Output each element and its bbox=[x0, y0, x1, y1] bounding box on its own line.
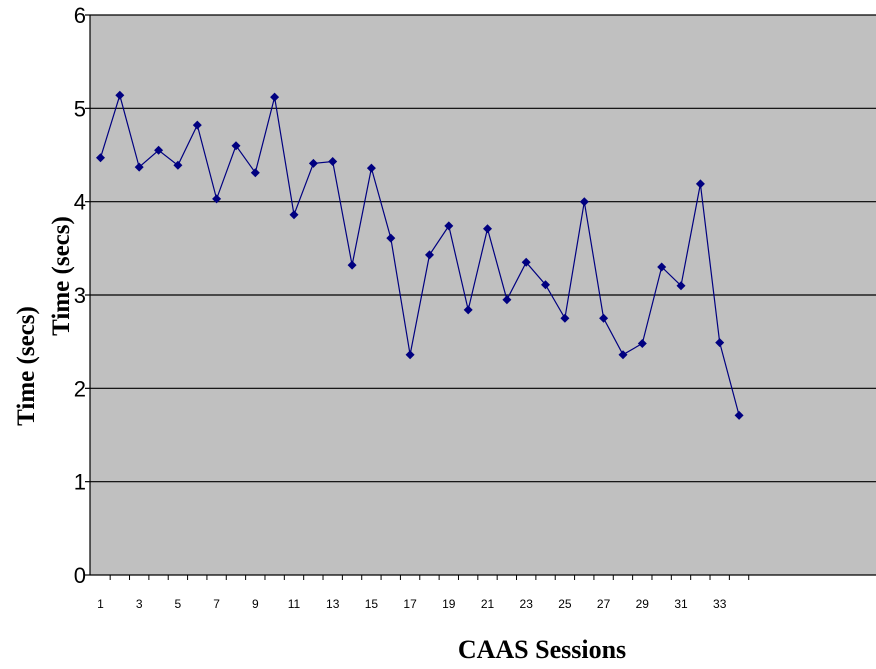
y-tick-label: 4 bbox=[74, 190, 86, 215]
x-axis-label: CAAS Sessions bbox=[458, 635, 626, 664]
grid-lines bbox=[90, 14, 876, 483]
y-tick-label: 1 bbox=[74, 470, 86, 495]
data-point bbox=[96, 153, 105, 163]
x-tick-label: 31 bbox=[674, 597, 688, 611]
y-tick-label: 5 bbox=[74, 96, 86, 121]
data-point bbox=[425, 250, 434, 260]
y-axis-label: Time (secs) bbox=[13, 306, 40, 426]
data-point bbox=[289, 210, 299, 220]
y-tick-label: 2 bbox=[74, 376, 86, 401]
data-point bbox=[154, 145, 164, 155]
x-tick-label: 15 bbox=[365, 597, 379, 611]
x-tick-label: 3 bbox=[136, 597, 143, 611]
data-point bbox=[715, 338, 725, 348]
data-point bbox=[463, 305, 473, 315]
x-tick-label: 13 bbox=[326, 597, 340, 611]
data-point bbox=[676, 281, 686, 291]
data-points bbox=[96, 90, 744, 420]
x-tick-label: 33 bbox=[713, 597, 727, 611]
x-tick-label: 25 bbox=[558, 597, 572, 611]
data-point bbox=[192, 120, 202, 130]
x-tick-label: 9 bbox=[252, 597, 259, 611]
series-line-path bbox=[99, 93, 740, 416]
data-point bbox=[599, 313, 609, 323]
y-tick-label: 6 bbox=[74, 3, 86, 28]
x-tick-label: 23 bbox=[520, 597, 534, 611]
data-point bbox=[250, 168, 260, 178]
data-point bbox=[734, 410, 744, 420]
data-point bbox=[560, 313, 570, 323]
data-point bbox=[444, 221, 454, 231]
x-tick-label: 29 bbox=[636, 597, 650, 611]
x-tick-label: 7 bbox=[213, 597, 220, 611]
y-tick-labels: 0 1 2 3 4 5 6 bbox=[74, 3, 86, 588]
x-tick-label: 5 bbox=[175, 597, 182, 611]
data-point bbox=[347, 260, 357, 270]
data-point bbox=[521, 257, 531, 267]
data-point bbox=[386, 233, 396, 243]
data-point bbox=[308, 158, 318, 168]
x-tick-label: 27 bbox=[597, 597, 611, 611]
data-point bbox=[134, 162, 144, 172]
data-point bbox=[270, 92, 280, 102]
x-tick-label: 11 bbox=[288, 597, 301, 611]
data-point bbox=[212, 194, 222, 204]
x-tick-labels: 1 3 5 7 9 11 13 15 17 19 21 23 25 27 29 31 33 bbox=[97, 597, 727, 611]
data-point bbox=[502, 295, 512, 305]
data-point bbox=[657, 262, 667, 272]
data-point bbox=[579, 197, 589, 207]
axes bbox=[85, 14, 876, 580]
data-point bbox=[366, 163, 376, 173]
x-tick-label: 19 bbox=[442, 597, 456, 611]
series-line bbox=[99, 93, 740, 416]
data-point bbox=[115, 90, 125, 100]
data-point bbox=[483, 224, 492, 234]
data-point bbox=[618, 350, 628, 360]
x-tick-label: 17 bbox=[403, 597, 417, 611]
x-tick-label: 1 bbox=[97, 597, 104, 611]
data-point bbox=[328, 157, 338, 166]
data-point bbox=[541, 280, 550, 290]
data-point bbox=[637, 339, 647, 348]
data-point bbox=[173, 160, 183, 170]
data-point bbox=[695, 179, 705, 189]
x-tick-label: 21 bbox=[481, 597, 495, 611]
y-tick-label: 3 bbox=[74, 283, 86, 308]
data-point bbox=[405, 350, 415, 360]
data-point bbox=[231, 141, 241, 151]
y-tick-label: 0 bbox=[74, 563, 86, 588]
y-axis-label-overlay: Time (secs) bbox=[48, 216, 75, 336]
